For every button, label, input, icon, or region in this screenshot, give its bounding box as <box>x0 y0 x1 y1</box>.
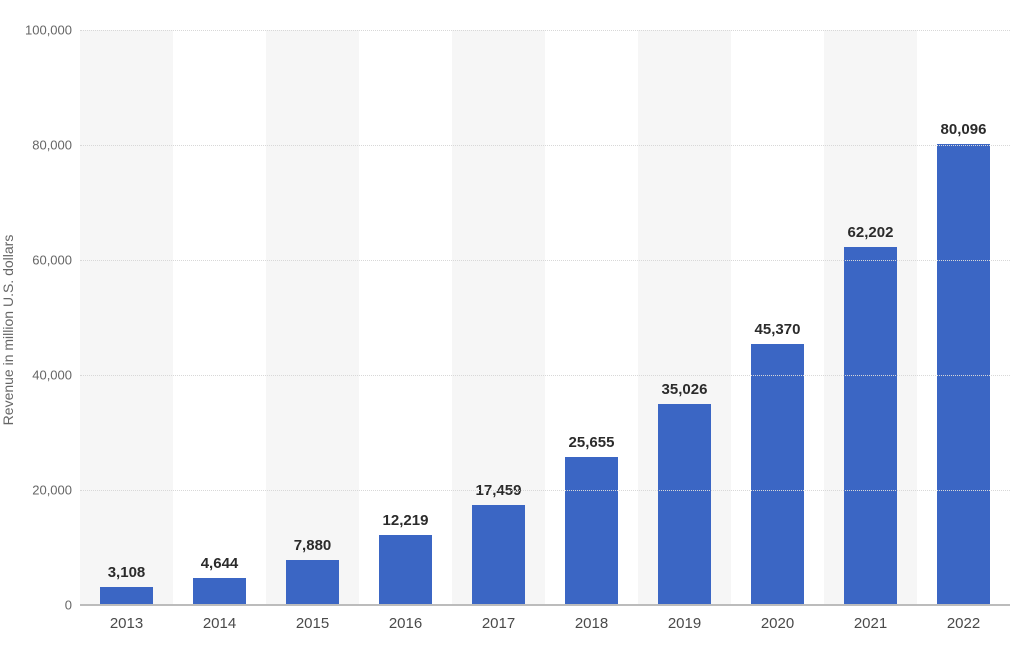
bar-slot: 35,0262019 <box>638 30 731 605</box>
grid-line <box>80 145 1010 146</box>
bar: 12,219 <box>379 535 433 605</box>
bar-slot: 45,3702020 <box>731 30 824 605</box>
y-tick-label: 40,000 <box>32 368 80 383</box>
x-tick-label: 2022 <box>947 605 980 632</box>
bar-slot: 62,2022021 <box>824 30 917 605</box>
grid-line <box>80 30 1010 31</box>
bar-value-label: 25,655 <box>569 434 615 457</box>
y-axis-title: Revenue in million U.S. dollars <box>0 234 16 425</box>
y-tick-label: 80,000 <box>32 138 80 153</box>
grid-line <box>80 490 1010 491</box>
bar-value-label: 35,026 <box>662 381 708 404</box>
bar-value-label: 12,219 <box>383 512 429 535</box>
x-tick-label: 2019 <box>668 605 701 632</box>
bars-container: 3,10820134,64420147,880201512,219201617,… <box>80 30 1010 605</box>
alt-band <box>266 30 359 605</box>
grid-line <box>80 605 1010 606</box>
y-tick-label: 20,000 <box>32 483 80 498</box>
x-tick-label: 2020 <box>761 605 794 632</box>
bar-value-label: 17,459 <box>476 482 522 505</box>
grid-line <box>80 375 1010 376</box>
bar: 62,202 <box>844 247 898 605</box>
bar-value-label: 7,880 <box>294 537 332 560</box>
x-tick-label: 2016 <box>389 605 422 632</box>
bar-slot: 25,6552018 <box>545 30 638 605</box>
bar-value-label: 3,108 <box>108 564 146 587</box>
bar-value-label: 4,644 <box>201 555 239 578</box>
x-tick-label: 2013 <box>110 605 143 632</box>
plot-area: 3,10820134,64420147,880201512,219201617,… <box>80 30 1010 605</box>
bar: 17,459 <box>472 505 526 605</box>
bar-slot: 17,4592017 <box>452 30 545 605</box>
bar-slot: 4,6442014 <box>173 30 266 605</box>
x-tick-label: 2014 <box>203 605 236 632</box>
bar-slot: 12,2192016 <box>359 30 452 605</box>
bar: 25,655 <box>565 457 619 605</box>
bar: 35,026 <box>658 404 712 605</box>
bar-chart: Revenue in million U.S. dollars 3,108201… <box>0 0 1024 659</box>
bar: 4,644 <box>193 578 247 605</box>
x-tick-label: 2015 <box>296 605 329 632</box>
bar-value-label: 80,096 <box>941 121 987 144</box>
y-tick-label: 0 <box>65 598 80 613</box>
bar-slot: 3,1082013 <box>80 30 173 605</box>
bar: 3,108 <box>100 587 154 605</box>
bar: 7,880 <box>286 560 340 605</box>
x-tick-label: 2018 <box>575 605 608 632</box>
bar: 45,370 <box>751 344 805 605</box>
x-tick-label: 2017 <box>482 605 515 632</box>
bar-value-label: 45,370 <box>755 321 801 344</box>
bar-slot: 80,0962022 <box>917 30 1010 605</box>
grid-line <box>80 260 1010 261</box>
bar-value-label: 62,202 <box>848 224 894 247</box>
y-tick-label: 60,000 <box>32 253 80 268</box>
x-tick-label: 2021 <box>854 605 887 632</box>
bar-slot: 7,8802015 <box>266 30 359 605</box>
y-tick-label: 100,000 <box>25 23 80 38</box>
alt-band <box>80 30 173 605</box>
